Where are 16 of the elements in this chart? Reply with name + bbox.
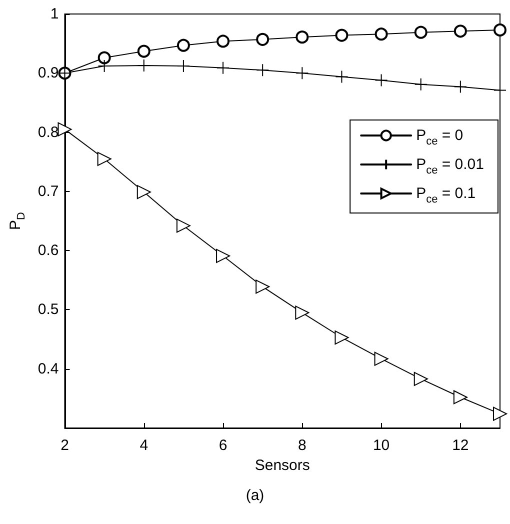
y-tick-label: 0.9: [38, 64, 59, 82]
x-tick-label: 12: [452, 437, 469, 454]
y-tick-label: 0.6: [38, 242, 59, 260]
x-tick-label: 2: [60, 437, 69, 454]
x-axis-title: Sensors: [254, 456, 310, 474]
x-tick-label: 8: [298, 437, 306, 454]
y-tick-label: 1: [50, 6, 59, 22]
text: (a): [246, 487, 264, 504]
y-tick-label: 0.7: [38, 182, 59, 200]
x-tick-label: 4: [140, 437, 148, 454]
x-tick-label: 6: [218, 437, 228, 454]
y-axis-title: PD: [7, 212, 28, 230]
y-tick-label: 0.4: [38, 360, 59, 378]
y-tick-label: 0.5: [38, 301, 59, 318]
y-tick-label: 0.8: [38, 124, 59, 141]
x-tick-label: 10: [372, 437, 390, 454]
